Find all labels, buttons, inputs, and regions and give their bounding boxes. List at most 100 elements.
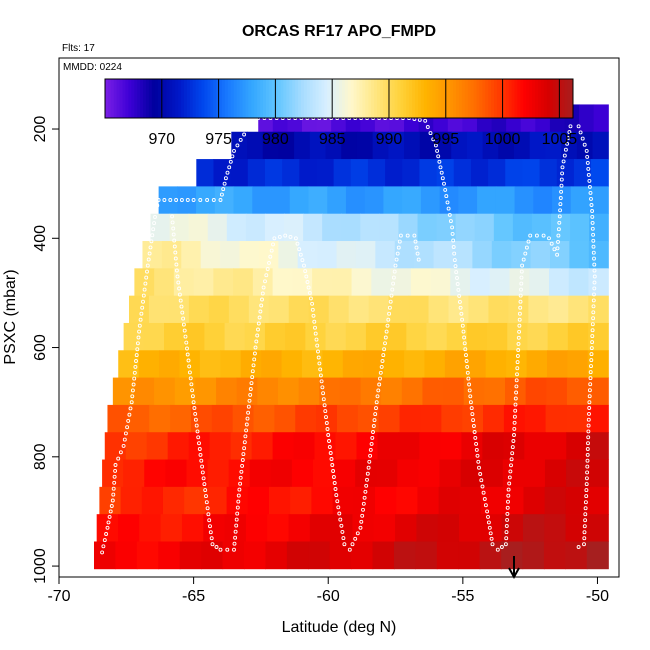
colorbar-segment bbox=[359, 79, 363, 118]
heatmap-cell bbox=[308, 295, 330, 324]
heatmap-cell bbox=[552, 186, 572, 215]
track-point bbox=[129, 400, 134, 405]
track-point bbox=[504, 530, 509, 535]
track-point bbox=[272, 236, 277, 241]
track-point bbox=[517, 317, 522, 322]
track-point bbox=[585, 464, 590, 469]
track-point bbox=[455, 282, 460, 286]
track-point bbox=[315, 343, 320, 348]
colorbar-tick-label: 990 bbox=[376, 131, 403, 148]
heatmap-cell bbox=[551, 213, 571, 242]
track-point bbox=[383, 335, 388, 340]
colorbar-segment bbox=[429, 79, 434, 118]
track-point bbox=[370, 435, 375, 440]
track-point bbox=[505, 511, 510, 516]
track-point bbox=[123, 431, 128, 436]
track-point bbox=[415, 251, 420, 256]
track-point bbox=[440, 176, 445, 181]
track-point bbox=[107, 514, 112, 519]
track-point bbox=[255, 333, 260, 338]
track-point bbox=[508, 469, 513, 474]
heatmap-cell bbox=[550, 241, 571, 269]
colorbar-segment bbox=[561, 79, 565, 118]
track-point bbox=[456, 287, 461, 292]
track-point bbox=[149, 239, 154, 244]
colorbar-segment bbox=[479, 79, 483, 118]
heatmap-cell bbox=[331, 268, 353, 297]
heatmap-cell bbox=[269, 486, 291, 515]
heatmap-cell bbox=[309, 131, 327, 160]
heatmap-cell bbox=[533, 186, 553, 215]
track-point bbox=[587, 406, 592, 410]
track-point bbox=[591, 304, 596, 309]
track-point bbox=[375, 394, 380, 399]
colorbar-segment bbox=[178, 79, 182, 118]
colorbar-segment bbox=[365, 79, 369, 118]
track-point bbox=[591, 232, 596, 237]
track-point bbox=[156, 198, 161, 202]
heatmap-cell bbox=[336, 404, 359, 433]
track-point bbox=[587, 184, 592, 189]
heatmap-cell bbox=[383, 350, 405, 378]
heatmap-cell bbox=[258, 241, 279, 269]
track-point bbox=[591, 244, 596, 249]
track-point bbox=[145, 269, 149, 274]
track-point bbox=[202, 482, 207, 487]
track-point bbox=[125, 425, 130, 430]
heatmap-cell bbox=[587, 377, 609, 406]
track-point bbox=[518, 293, 523, 298]
heatmap-cell bbox=[94, 541, 117, 570]
track-point bbox=[371, 424, 376, 428]
heatmap-cell bbox=[561, 131, 578, 160]
track-point bbox=[519, 281, 524, 286]
track-point bbox=[509, 463, 513, 468]
track-point bbox=[450, 231, 455, 236]
track-point bbox=[467, 382, 472, 387]
heatmap-cell bbox=[459, 514, 481, 542]
track-point bbox=[457, 299, 462, 304]
heatmap-cell bbox=[378, 404, 401, 433]
colorbar-segment bbox=[186, 79, 191, 118]
track-point bbox=[590, 226, 595, 231]
track-point bbox=[592, 256, 596, 261]
track-point bbox=[392, 269, 397, 274]
track-point bbox=[240, 463, 245, 468]
colorbar-segment bbox=[426, 79, 431, 118]
heatmap-cell bbox=[360, 213, 380, 242]
colorbar-segment bbox=[300, 79, 305, 118]
heatmap-cell bbox=[262, 131, 280, 160]
track-point bbox=[451, 238, 456, 243]
heatmap-cell bbox=[268, 295, 290, 324]
heatmap-cell bbox=[139, 514, 162, 542]
colorbar-tick-label: 970 bbox=[148, 131, 175, 148]
track-point bbox=[288, 234, 293, 239]
track-point bbox=[476, 459, 481, 464]
track-point bbox=[233, 535, 238, 540]
colorbar-segment bbox=[107, 79, 112, 118]
colorbar-segment bbox=[292, 79, 296, 118]
track-point bbox=[452, 258, 457, 263]
track-point bbox=[191, 198, 196, 202]
track-point bbox=[514, 384, 519, 389]
heatmap-cell bbox=[420, 404, 442, 433]
track-point bbox=[580, 136, 585, 141]
track-point bbox=[321, 397, 326, 402]
heatmap-cell bbox=[115, 541, 138, 570]
colorbar-segment bbox=[441, 79, 445, 118]
colorbar-segment bbox=[116, 79, 121, 118]
track-point bbox=[347, 547, 352, 552]
track-point bbox=[509, 457, 514, 462]
heatmap-cell bbox=[376, 459, 398, 488]
track-point bbox=[374, 406, 378, 411]
colorbar-segment bbox=[283, 79, 287, 118]
heatmap-cell bbox=[281, 350, 303, 378]
colorbar-segment bbox=[312, 79, 317, 118]
heatmap-cell bbox=[441, 404, 463, 433]
colorbar-segment bbox=[198, 79, 203, 118]
heatmap-cell bbox=[404, 350, 426, 378]
track-point bbox=[587, 388, 592, 393]
track-point bbox=[499, 545, 504, 549]
track-point bbox=[585, 160, 590, 165]
colorbar-segment bbox=[201, 79, 205, 118]
